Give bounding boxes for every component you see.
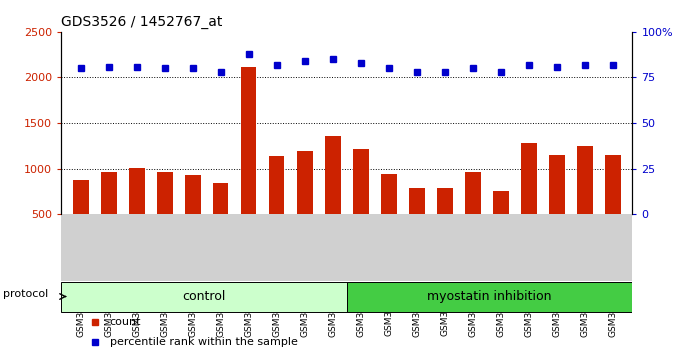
Bar — [493, 190, 509, 214]
Bar — [605, 155, 620, 214]
Bar — [437, 188, 452, 214]
Bar — [409, 188, 424, 214]
Bar — [269, 156, 284, 214]
Bar — [353, 149, 369, 214]
Bar — [577, 146, 592, 214]
Bar — [521, 143, 537, 214]
Text: protocol: protocol — [3, 289, 49, 299]
Bar — [465, 172, 481, 214]
Bar — [129, 168, 144, 214]
Text: percentile rank within the sample: percentile rank within the sample — [109, 337, 298, 347]
Bar — [185, 175, 201, 214]
Text: control: control — [182, 290, 226, 303]
Bar — [549, 155, 564, 214]
Bar — [157, 172, 173, 214]
Bar — [381, 174, 396, 214]
Bar — [325, 136, 341, 214]
Bar — [241, 67, 256, 214]
Bar — [61, 282, 347, 312]
Bar — [297, 151, 313, 214]
Bar — [213, 183, 228, 214]
Bar — [347, 282, 632, 312]
Bar — [73, 179, 88, 214]
Text: myostatin inhibition: myostatin inhibition — [427, 290, 552, 303]
Bar — [101, 172, 116, 214]
Text: count: count — [109, 317, 141, 327]
Text: GDS3526 / 1452767_at: GDS3526 / 1452767_at — [61, 16, 222, 29]
